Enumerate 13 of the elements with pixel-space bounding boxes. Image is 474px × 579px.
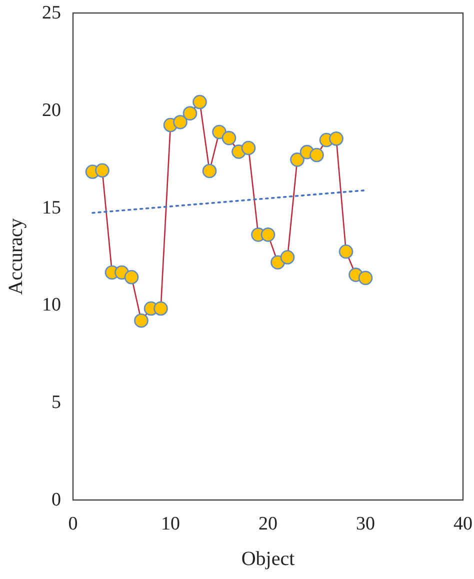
y-tick-label: 0 (52, 490, 61, 510)
x-tick-label: 10 (161, 514, 180, 534)
y-tick-label: 15 (42, 197, 61, 218)
x-axis-title: Object (241, 548, 296, 570)
y-tick-label: 10 (42, 294, 61, 316)
y-tick-label: 20 (42, 100, 61, 121)
x-tick-label: 0 (68, 514, 78, 534)
x-tick-label: 30 (356, 514, 375, 534)
x-tick-label: 40 (454, 514, 472, 534)
y-tick-label: 5 (52, 392, 61, 414)
y-tick-label: 25 (42, 2, 61, 24)
x-tick-label: 20 (258, 514, 278, 534)
y-axis-title: Accuracy (5, 218, 27, 295)
